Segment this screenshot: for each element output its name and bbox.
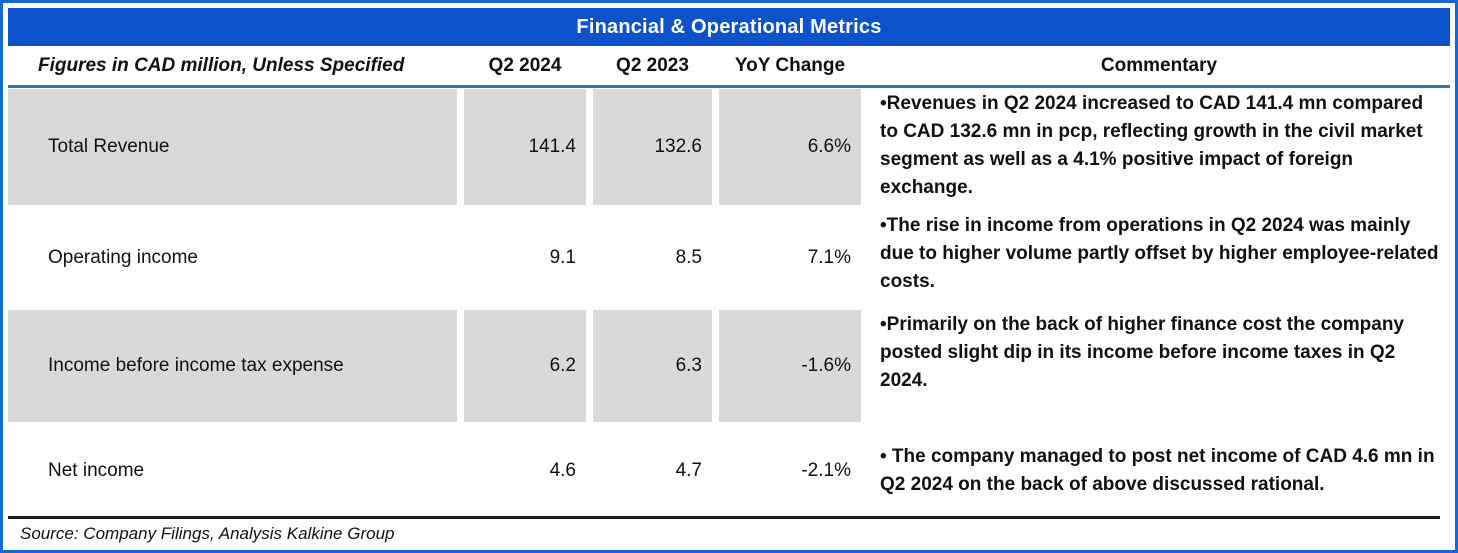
metric-label-total-revenue: Total Revenue (8, 89, 457, 205)
metric-label-net-income: Net income (48, 459, 145, 481)
source-divider (8, 516, 1440, 519)
table-body: Total Revenue 141.4 132.6 6.6% •Revenues… (8, 89, 1450, 513)
metric-q2-2024-net-income: 4.6 (549, 459, 576, 481)
metric-yoy-total-revenue: 6.6% (719, 89, 861, 205)
metric-label-income-before-tax: Income before income tax expense (8, 310, 457, 422)
metric-q2-2024-operating-income: 9.1 (549, 246, 576, 268)
table-header-row: Figures in CAD million, Unless Specified… (8, 46, 1450, 88)
column-header-figures: Figures in CAD million, Unless Specified (38, 54, 405, 76)
column-header-yoy-change: YoY Change (734, 54, 846, 76)
page-title: Financial & Operational Metrics (8, 8, 1450, 46)
column-header-q2-2023: Q2 2023 (616, 54, 689, 76)
metric-yoy-net-income: -2.1% (801, 459, 851, 481)
commentary-net-income: • The company managed to post net income… (880, 445, 1435, 495)
metric-yoy-income-before-tax: -1.6% (719, 310, 861, 422)
metric-label-operating-income: Operating income (48, 246, 198, 268)
commentary-income-before-tax: •Primarily on the back of higher finance… (880, 314, 1404, 391)
commentary-total-revenue: •Revenues in Q2 2024 increased to CAD 14… (880, 93, 1424, 198)
metric-q2-2023-net-income: 4.7 (675, 459, 702, 481)
metric-yoy-operating-income: 7.1% (807, 246, 851, 268)
metric-q2-2024-income-before-tax: 6.2 (464, 310, 586, 422)
column-header-commentary: Commentary (1100, 54, 1218, 76)
metric-q2-2023-income-before-tax: 6.3 (593, 310, 712, 422)
commentary-operating-income: •The rise in income from operations in Q… (880, 215, 1439, 292)
source-note: Source: Company Filings, Analysis Kalkin… (20, 524, 395, 543)
column-header-q2-2024: Q2 2024 (488, 54, 562, 76)
metric-q2-2023-operating-income: 8.5 (675, 246, 702, 268)
metric-q2-2023-total-revenue: 132.6 (593, 89, 712, 205)
metric-q2-2024-total-revenue: 141.4 (464, 89, 586, 205)
